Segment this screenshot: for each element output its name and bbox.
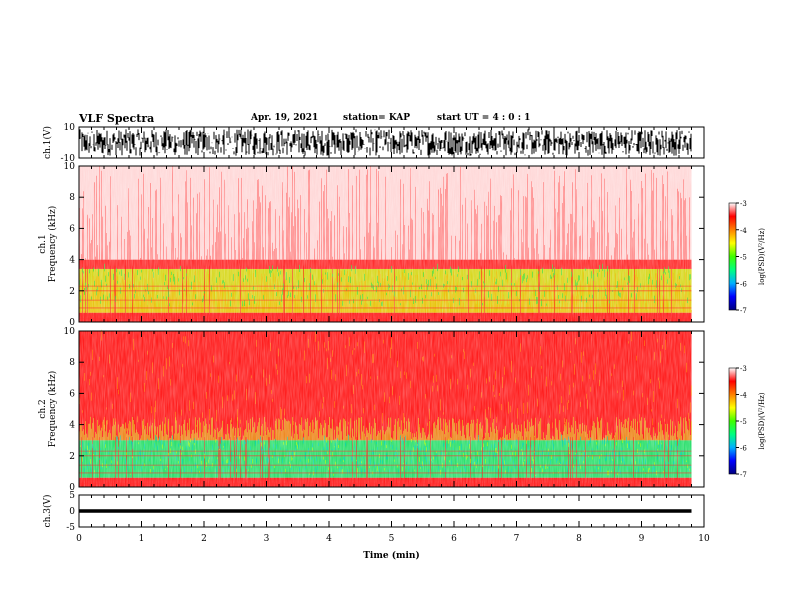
xtick-label: 5	[389, 534, 395, 544]
start-ut-label: start UT = 4 : 0 : 1	[437, 113, 531, 123]
ylabel-line: Frequency (kHz)	[47, 371, 58, 448]
colorbar-tick-label: -5	[740, 254, 747, 262]
ch1-ylabel: ch.1Frequency (kHz)	[38, 206, 58, 283]
ch3-waveform-line	[79, 509, 692, 513]
ch1-ytick-label: 10	[64, 123, 76, 133]
ylabel-line: ch.1	[38, 234, 48, 253]
xtick-label: 7	[514, 534, 520, 544]
ytick-label: 6	[69, 224, 75, 234]
colorbar-tick-label: -7	[740, 307, 747, 315]
colorbar-tick-label: -3	[740, 200, 747, 208]
colorbar-label: log(PSD)(V²/Hz)	[758, 228, 766, 285]
ytick-label: 5	[69, 491, 75, 501]
date-label: Apr. 19, 2021	[251, 113, 319, 123]
xtick-marks	[78, 127, 705, 158]
x-axis-label: Time (min)	[363, 550, 420, 561]
colorbar-tick-label: -4	[740, 227, 747, 235]
ytick-label: 0	[69, 507, 75, 517]
colorbar	[728, 367, 737, 475]
ytick-label: 0	[69, 483, 75, 493]
xtick-marks	[78, 495, 705, 527]
ytick-label: 2	[69, 287, 75, 297]
ch1-waveform-line	[78, 129, 692, 156]
ytick-label: 0	[69, 318, 75, 328]
colorbar-tick-label: -5	[740, 418, 747, 426]
ch1-spectrogram-layer	[79, 166, 692, 322]
ytick-label: 10	[64, 327, 76, 337]
ytick-label: 8	[69, 358, 75, 368]
xtick-label: 10	[698, 534, 710, 544]
ch3-ylabel: ch.3(V)	[42, 495, 53, 528]
xtick-marks	[78, 331, 705, 487]
ytick-label: 2	[69, 452, 75, 462]
ytick-label: -5	[66, 523, 75, 533]
xtick-label: 0	[76, 534, 82, 544]
xtick-label: 2	[201, 534, 207, 544]
ytick-label: 4	[69, 421, 75, 431]
xtick-label: 9	[639, 534, 645, 544]
ytick-label: 8	[69, 193, 75, 203]
colorbar-tick-label: -3	[740, 365, 747, 373]
xtick-marks	[78, 166, 705, 322]
colorbar-tick-label: -6	[740, 280, 747, 288]
ch1-ytick-label: -10	[61, 154, 76, 164]
xtick-label: 6	[451, 534, 457, 544]
ch1-ylabel: ch.1(V)	[42, 126, 53, 159]
ytick-label: 10	[64, 162, 76, 172]
colorbar-tick-label: -4	[740, 392, 747, 400]
ch2-ylabel: ch.2Frequency (kHz)	[38, 371, 58, 448]
xtick-label: 3	[264, 534, 270, 544]
colorbar-tick-label: -7	[740, 471, 747, 479]
ylabel-line: ch.2	[38, 399, 48, 418]
station-label: station= KAP	[343, 113, 411, 123]
colorbar-tick-label: -6	[740, 445, 747, 453]
colorbar-label: log(PSD)(V²/Hz)	[758, 392, 766, 449]
chart-title: VLF Spectra	[79, 112, 155, 125]
xtick-label: 1	[139, 534, 145, 544]
ytick-label: 6	[69, 389, 75, 399]
colorbar	[728, 202, 737, 311]
spectrogram-grain	[79, 331, 692, 487]
xtick-label: 4	[326, 534, 332, 544]
spectrogram-grain	[79, 166, 692, 322]
ch2-spectrogram-layer	[79, 329, 692, 487]
ylabel-line: Frequency (kHz)	[47, 206, 58, 283]
ytick-label: 4	[69, 256, 75, 266]
xtick-label: 8	[576, 534, 582, 544]
